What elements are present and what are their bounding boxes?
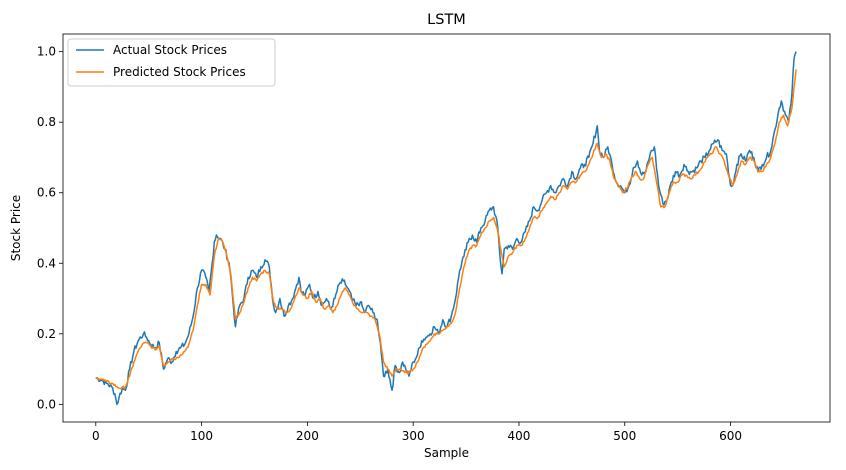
series-lines [95,51,797,406]
x-tick-label: 300 [402,429,425,443]
legend-label-predicted: Predicted Stock Prices [113,65,246,79]
y-axis-ticks: 0.0 0.2 0.4 0.6 0.8 1.0 [37,45,63,411]
x-tick-label: 600 [719,429,742,443]
plot-area [62,33,831,423]
x-tick-label: 200 [296,429,319,443]
legend: Actual Stock Prices Predicted Stock Pric… [67,38,276,87]
x-tick-label: 400 [508,429,531,443]
y-tick-label: 0.2 [37,327,56,341]
y-tick-label: 0.8 [37,115,56,129]
x-tick-label: 500 [613,429,636,443]
y-tick-label: 0.4 [37,256,56,270]
axes-frame [62,33,831,423]
x-axis-ticks: 0 100 200 300 400 500 600 [92,422,742,443]
y-tick-label: 0.6 [37,186,56,200]
predicted-prices-line [95,69,797,390]
legend-label-actual: Actual Stock Prices [113,43,227,57]
y-tick-label: 1.0 [37,45,56,59]
x-axis-label: Sample [424,446,469,460]
y-axis-label: Stock Price [9,195,23,261]
x-tick-label: 0 [92,429,100,443]
legend-box [67,38,276,87]
y-tick-label: 0.0 [37,397,56,411]
chart-title: LSTM [427,12,466,28]
x-tick-label: 100 [190,429,213,443]
